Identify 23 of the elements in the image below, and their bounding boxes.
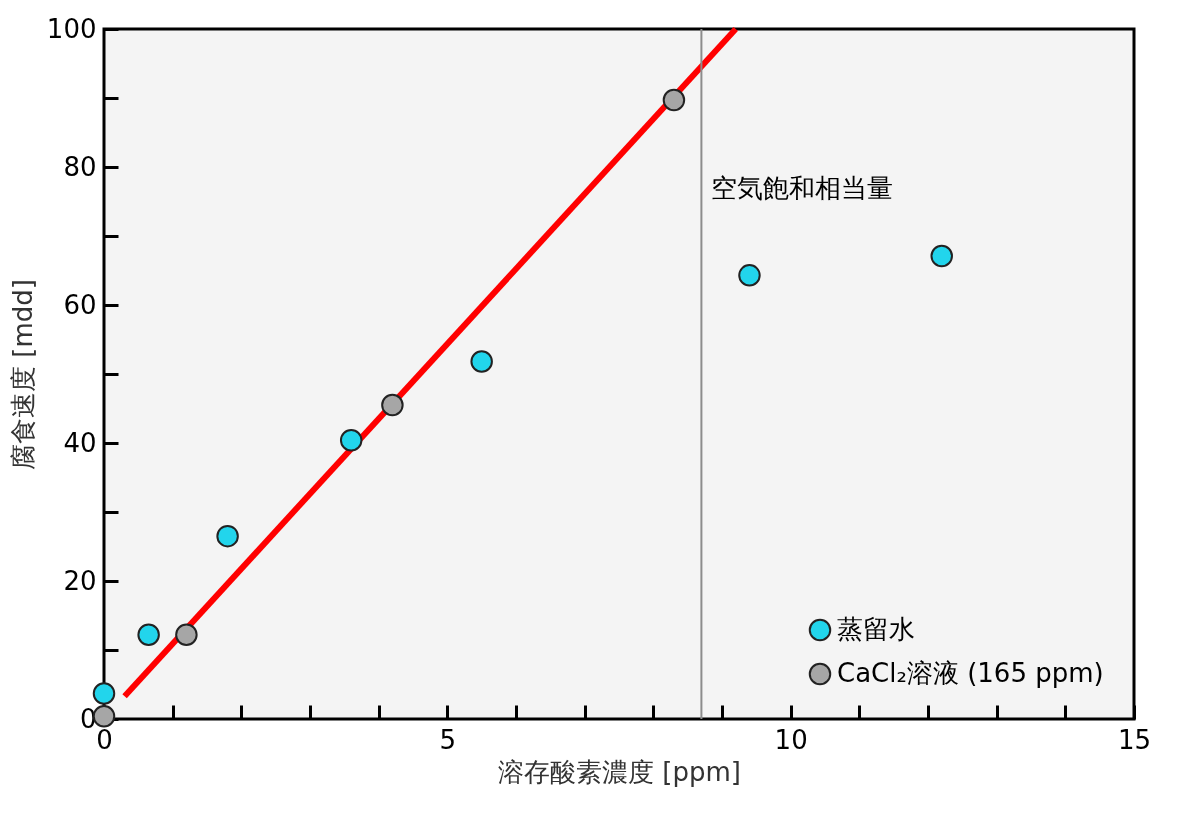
y-tick-label: 100 — [46, 13, 97, 44]
y-tick-label: 40 — [63, 427, 97, 458]
x-axis-title: 溶存酸素濃度 [ppm] — [498, 756, 741, 787]
point — [137, 623, 160, 647]
y-tick-label: 80 — [63, 151, 97, 182]
point — [662, 88, 686, 112]
y-tick-label: 20 — [63, 565, 97, 596]
point — [738, 264, 761, 287]
legend-label: 蒸留水 — [837, 614, 915, 644]
ref-line-label: 空気飽和相当量 — [711, 173, 894, 203]
point — [381, 393, 404, 417]
x-tick-label: 10 — [774, 724, 808, 755]
y-axis-title: 腐食速度 [mdd] — [7, 279, 38, 470]
x-tick-label: 15 — [1117, 724, 1152, 755]
point — [175, 623, 198, 647]
legend-label: CaCl₂溶液 (165 ppm) — [837, 658, 1104, 688]
point — [216, 524, 239, 548]
point — [339, 429, 363, 452]
y-tick-label: 60 — [63, 289, 97, 320]
point — [930, 244, 953, 268]
x-tick-label: 5 — [439, 724, 457, 755]
point — [470, 350, 493, 373]
point — [92, 682, 116, 705]
